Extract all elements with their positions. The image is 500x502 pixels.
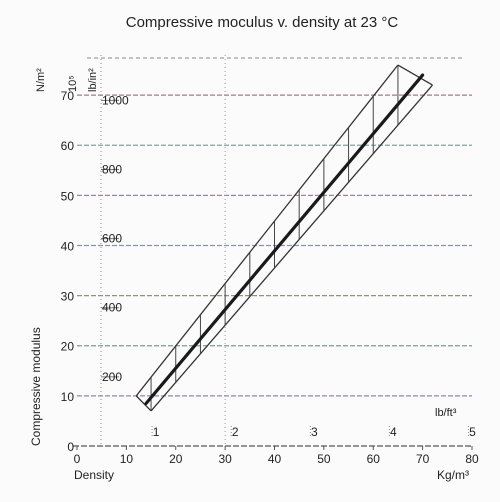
secondary-y-tick-label: 1000	[102, 93, 129, 107]
series-lines	[144, 73, 425, 405]
chart-title: Compressive moculus v. density at 23 °C	[126, 14, 399, 31]
x-tick-label: 70	[416, 452, 430, 466]
series-mean	[144, 73, 425, 405]
x-tick-label: 40	[268, 452, 282, 466]
x-tick-label: 50	[317, 452, 331, 466]
x-axis-unit: Kg/m³	[437, 468, 469, 482]
y-tick-label: 20	[61, 340, 75, 354]
y-tick-label: 30	[61, 290, 75, 304]
secondary-y-axis	[100, 55, 119, 446]
secondary-y-tick-label: 400	[102, 301, 122, 315]
band	[135, 64, 433, 412]
x-tick-label: 30	[218, 452, 232, 466]
secondary-x-tick-label: 4	[390, 425, 397, 439]
band-cap	[135, 395, 152, 412]
y-axis-unit: N/m²	[35, 68, 47, 92]
series-lower-bound	[150, 84, 433, 412]
x-tick-label: 20	[169, 452, 183, 466]
grid	[77, 55, 472, 446]
band-cap	[397, 64, 433, 86]
secondary-y-tick-label: 200	[102, 370, 122, 384]
axes	[73, 426, 473, 450]
secondary-y-tick-label: 600	[102, 232, 122, 246]
secondary-x-axis-unit: lb/ft³	[435, 407, 457, 419]
secondary-y-tick-label: 800	[102, 162, 122, 176]
y-axis-label: Compressive modulus	[29, 327, 43, 446]
y-axis-exponent: 10⁵	[67, 75, 79, 92]
x-tick-label: 0	[74, 452, 81, 466]
x-tick-label: 60	[367, 452, 381, 466]
y-tick-label: 10	[61, 390, 75, 404]
secondary-y-axis-unit: lb/in²	[87, 68, 99, 92]
y-tick-label: 60	[61, 139, 75, 153]
secondary-x-tick-label: 1	[153, 425, 160, 439]
y-tick-label: 0	[67, 440, 74, 454]
y-tick-label: 50	[61, 189, 75, 203]
tick-labels: 200 400 600 800 1000 0 10 20 30 40 50 60 70 0 10 20 30 40…	[61, 89, 479, 466]
secondary-x-tick-label: 5	[469, 425, 476, 439]
x-tick-label: 80	[465, 452, 479, 466]
secondary-x-tick-label: 3	[311, 425, 318, 439]
x-axis-label: Density	[74, 468, 114, 482]
y-tick-label: 40	[61, 239, 75, 253]
y-tick-label: 70	[61, 89, 75, 103]
series-upper-bound	[135, 64, 399, 397]
x-tick-label: 10	[120, 452, 134, 466]
secondary-x-tick-label: 2	[232, 425, 239, 439]
